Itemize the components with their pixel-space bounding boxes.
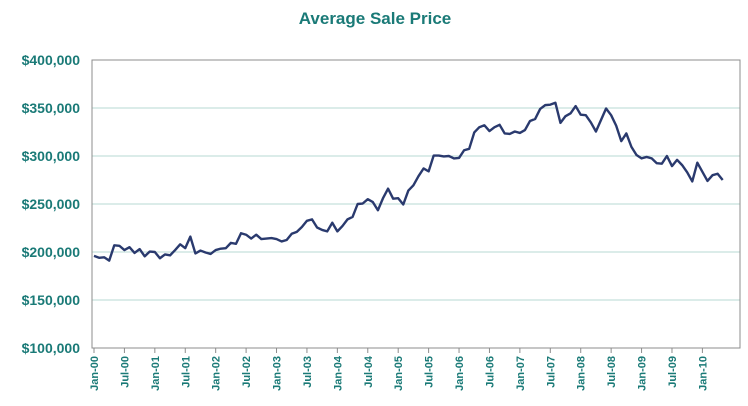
plot-area-frame xyxy=(91,59,741,349)
x-tick-label: Jul-07 xyxy=(545,356,557,388)
x-tick-label: Jul-05 xyxy=(424,356,436,388)
x-tick-label: Jul-00 xyxy=(119,356,131,388)
x-tick-label: Jan-05 xyxy=(393,356,405,391)
x-tick-label: Jan-03 xyxy=(272,356,284,391)
x-tick-label: Jan-02 xyxy=(211,356,223,391)
x-tick-label: Jan-07 xyxy=(515,356,527,391)
y-tick-label: $200,000 xyxy=(22,244,81,260)
y-tick-label: $100,000 xyxy=(22,340,81,356)
x-tick-label: Jul-06 xyxy=(484,356,496,388)
gridlines xyxy=(92,107,740,301)
y-tick-label: $250,000 xyxy=(22,196,81,212)
x-axis-tick-marks xyxy=(93,348,703,353)
x-tick-label: Jan-04 xyxy=(332,355,344,391)
y-tick-label: $150,000 xyxy=(22,292,81,308)
y-tick-label: $350,000 xyxy=(22,100,81,116)
x-tick-label: Jul-08 xyxy=(606,356,618,388)
x-tick-label: Jan-10 xyxy=(697,356,709,391)
series-line-average-sale-price xyxy=(93,101,724,262)
x-tick-label: Jul-02 xyxy=(241,356,253,388)
y-tick-label: $400,000 xyxy=(22,52,81,68)
x-tick-label: Jul-04 xyxy=(363,355,375,388)
x-tick-label: Jan-01 xyxy=(150,356,162,391)
x-axis-tick-labels: Jan-00 Jul-00 Jan-01 Jul-01 Jan-02 Jul-02 Jan-… xyxy=(89,355,709,391)
chart-title: Average Sale Price xyxy=(299,9,451,28)
x-tick-label: Jul-09 xyxy=(667,356,679,388)
y-tick-label: $300,000 xyxy=(22,148,81,164)
x-tick-label: Jul-03 xyxy=(302,356,314,388)
x-tick-label: Jan-00 xyxy=(89,356,101,391)
x-tick-label: Jan-06 xyxy=(454,356,466,391)
x-tick-label: Jan-09 xyxy=(637,356,649,391)
x-tick-label: Jul-01 xyxy=(180,356,192,388)
y-axis-tick-labels: $100,000 $150,000 $200,000 $250,000 $300,000… xyxy=(22,52,81,356)
x-tick-label: Jan-08 xyxy=(576,356,588,391)
